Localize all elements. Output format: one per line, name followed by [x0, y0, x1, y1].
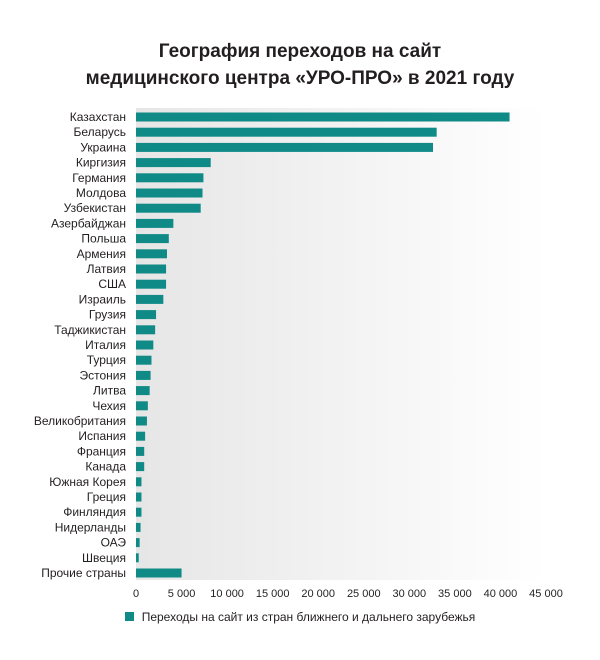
category-label: Швеция [82, 551, 126, 565]
bar [136, 279, 167, 289]
bar [136, 553, 139, 563]
category-label: Литва [93, 384, 126, 398]
legend: Переходы на сайт из стран ближнего и дал… [0, 610, 600, 624]
bar [136, 173, 204, 183]
bar [136, 568, 182, 578]
category-label: Израиль [79, 292, 126, 306]
bar [136, 370, 151, 380]
category-label: ОАЭ [101, 536, 127, 550]
bar [136, 158, 211, 168]
bar [136, 522, 141, 532]
chart-title-line-1: География переходов на сайт [158, 41, 442, 62]
category-label: Канада [85, 460, 126, 474]
bars [136, 112, 510, 578]
category-label: Турция [87, 353, 126, 367]
x-tick-label: 0 [133, 588, 139, 600]
category-label: Чехия [92, 399, 126, 413]
bar [136, 355, 152, 365]
category-label: Казахстан [70, 110, 126, 124]
x-tick-label: 10 000 [210, 588, 244, 600]
category-label: Франция [77, 444, 126, 458]
category-label: Великобритания [34, 414, 126, 428]
bar [136, 492, 142, 502]
bar [136, 538, 140, 548]
bar [136, 234, 169, 244]
x-tick-label: 40 000 [484, 588, 518, 600]
bar [136, 416, 147, 426]
bar [136, 310, 157, 320]
bar [136, 446, 145, 456]
bar [136, 127, 437, 137]
x-tick-label: 35 000 [438, 588, 472, 600]
bar [136, 218, 174, 228]
plot-area [136, 108, 546, 580]
bar [136, 294, 164, 304]
x-tick-label: 20 000 [301, 588, 335, 600]
bar [136, 142, 434, 152]
legend-swatch [124, 612, 134, 622]
category-label: Молдова [76, 186, 126, 200]
category-label: Южная Корея [49, 475, 126, 489]
bar [136, 462, 145, 472]
bar [136, 203, 201, 213]
category-label: Узбекистан [64, 201, 126, 215]
category-label: Италия [85, 338, 126, 352]
x-tick-label: 5 000 [168, 588, 196, 600]
category-label: Финляндия [63, 505, 126, 519]
category-label: Прочие страны [41, 566, 126, 580]
category-label: Эстония [80, 368, 127, 382]
x-axis-ticks: 0 5 000 10 000 15 000 20 000 25 000 30 000 35 0… [133, 588, 563, 600]
bar [136, 477, 142, 487]
bar [136, 340, 154, 350]
category-label: Украина [80, 140, 126, 154]
category-label: Греция [87, 490, 126, 504]
category-label: Беларусь [74, 125, 126, 139]
bar [136, 386, 150, 396]
category-label: Таджикистан [54, 323, 126, 337]
x-tick-label: 45 000 [529, 588, 563, 600]
category-label: Азербайджан [51, 216, 126, 230]
bar [136, 431, 146, 441]
category-label: США [98, 277, 126, 291]
legend-label: Переходы на сайт из стран ближнего и дал… [141, 610, 476, 624]
category-label: Нидерланды [55, 520, 126, 534]
category-label: Латвия [87, 262, 126, 276]
x-tick-label: 25 000 [347, 588, 381, 600]
bar [136, 264, 167, 274]
category-label: Германия [72, 171, 126, 185]
category-label: Польша [81, 232, 126, 246]
x-tick-label: 15 000 [256, 588, 290, 600]
category-label: Киргизия [76, 156, 126, 170]
chart-title-line-2: медицинского центра «УРО-ПРО» в 2021 год… [85, 68, 515, 89]
bar [136, 325, 156, 335]
chart-title: География переходов на сайт медицинского… [0, 38, 600, 92]
category-label: Армения [77, 247, 126, 261]
category-label: Испания [78, 429, 126, 443]
bar [136, 507, 142, 517]
bar [136, 188, 203, 198]
bar [136, 249, 167, 259]
x-tick-label: 30 000 [393, 588, 427, 600]
bar [136, 401, 148, 411]
bar [136, 112, 510, 122]
category-label: Грузия [89, 308, 126, 322]
